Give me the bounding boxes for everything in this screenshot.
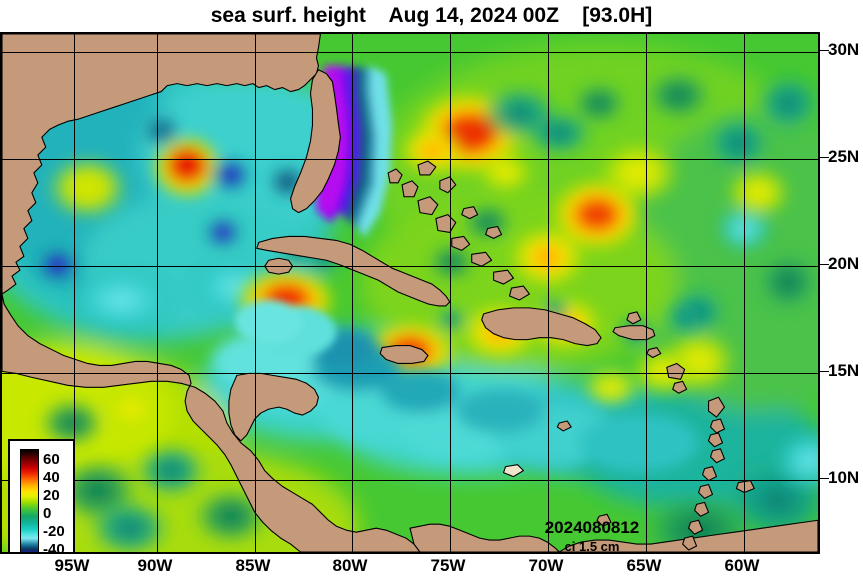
y-tick-25n: 25N — [828, 147, 860, 166]
colorbar-tick-0: 0 — [43, 505, 52, 522]
y-tick-15n: 15N — [828, 361, 860, 380]
x-tick-75w: 75W — [430, 556, 466, 575]
model-run-annotation: 2024080812 ci 1.5 cm -57.3 to 60.1 — [502, 518, 682, 554]
gridline-lon-75w — [450, 34, 451, 552]
grid-overlay — [2, 34, 818, 552]
x-tick-60w: 60W — [724, 556, 760, 575]
coastline-land-overlay — [2, 34, 818, 552]
page-title: sea surf. height Aug 14, 2024 00Z [93.0H… — [210, 4, 653, 27]
y-tick-30n: 30N — [828, 40, 860, 59]
gridline-lat-15n — [2, 373, 818, 374]
colorbar-tick-neg40: -40 — [43, 541, 65, 554]
gridline-lat-10n — [2, 480, 818, 481]
y-tickmark-10n — [820, 478, 829, 479]
colorbar-tick-60: 60 — [43, 451, 60, 468]
colorbar-gradient — [20, 449, 39, 552]
gridline-lon-80w — [352, 34, 353, 552]
colorbar-tick-neg20: -20 — [43, 523, 65, 540]
y-tickmark-20n — [820, 264, 829, 265]
gridline-lon-85w — [255, 34, 256, 552]
gridline-lon-90w — [157, 34, 158, 552]
gridline-lon-95w — [74, 34, 75, 552]
x-tick-85w: 85W — [235, 556, 271, 575]
x-tick-70w: 70W — [528, 556, 564, 575]
x-tick-80w: 80W — [332, 556, 368, 575]
colorbar-tick-20: 20 — [43, 487, 60, 504]
contour-interval-label: ci 1.5 cm — [564, 539, 620, 554]
gridline-lon-60w — [744, 34, 745, 552]
x-tick-65w: 65W — [626, 556, 662, 575]
gridline-lat-20n — [2, 266, 818, 267]
y-tick-20n: 20N — [828, 254, 860, 273]
map-plot-area[interactable]: 2024080812 ci 1.5 cm -57.3 to 60.1 60 40… — [0, 32, 820, 554]
gridline-lat-30n — [2, 52, 818, 53]
y-tickmark-30n — [820, 50, 829, 51]
colorbar-legend: 60 40 20 0 -20 -40 -60 — [8, 439, 75, 554]
gridline-lat-25n — [2, 159, 818, 160]
x-tick-95w: 95W — [54, 556, 90, 575]
gridline-lon-70w — [548, 34, 549, 552]
y-tickmark-25n — [820, 157, 829, 158]
colorbar-tick-40: 40 — [43, 469, 60, 486]
y-tickmark-15n — [820, 371, 829, 372]
gridline-lon-65w — [646, 34, 647, 552]
run-id-label: 2024080812 — [544, 518, 640, 537]
x-tick-90w: 90W — [137, 556, 173, 575]
y-tick-10n: 10N — [828, 468, 860, 487]
